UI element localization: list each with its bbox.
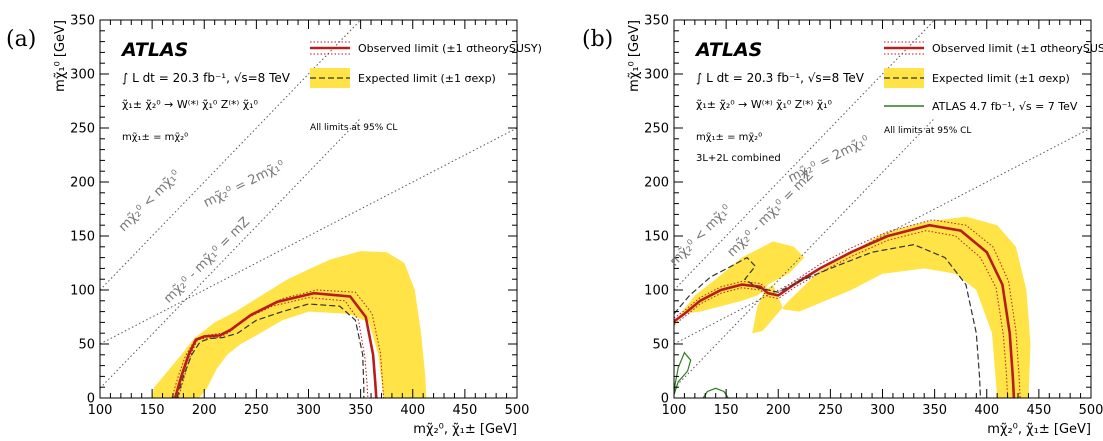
y-tick-label: 300 [70, 68, 95, 83]
x-tick-label: 150 [140, 403, 165, 418]
combination-label: 3L+2L combined [696, 153, 781, 164]
kinematic-label-1: mχ̃₂⁰ < mχ̃₁⁰ [116, 167, 183, 234]
chart-panel-b: 100 150 200 250 300 350 400 450 500 0 50 100 150 200 2… [582, 14, 1103, 438]
panel-label: (b) [582, 27, 613, 52]
y-tick-label: 100 [644, 284, 669, 299]
panel-label: (a) [6, 27, 36, 52]
y-tick-label: 250 [70, 122, 95, 137]
x-axis-label: mχ̃₂⁰, χ̃₁± [GeV] [987, 422, 1091, 437]
y-tick-label: 200 [70, 176, 95, 191]
legend-label: Expected limit (±1 σexp) [932, 72, 1070, 85]
y-tick-label: 350 [644, 14, 669, 29]
mass-condition-label: mχ̃₁± = mχ̃₂⁰ [696, 131, 762, 143]
x-tick-label: 500 [1079, 403, 1103, 418]
cl-note: All limits at 95% CL [310, 123, 397, 133]
y-axis-label: mχ̃₁⁰ [GeV] [53, 20, 68, 92]
y-tick-label: 0 [87, 392, 95, 407]
expected-band [152, 251, 427, 398]
kinematic-line-1 [100, 20, 361, 291]
y-tick-label: 300 [644, 68, 669, 83]
series-observed-dotted-3 [171, 297, 369, 398]
plot-area [100, 20, 517, 398]
kinematic-label-3: mχ̃₂⁰ = 2mχ̃₁⁰ [786, 133, 872, 186]
legend-label: ATLAS 4.7 fb⁻¹, √s = 7 TeV [932, 100, 1078, 113]
x-tick-label: 150 [714, 403, 739, 418]
x-tick-label: 400 [400, 403, 425, 418]
x-tick-label: 100 [88, 403, 113, 418]
legend-label: Expected limit (±1 σexp) [358, 72, 496, 85]
x-tick-label: 450 [452, 403, 477, 418]
luminosity-label: ∫ L dt = 20.3 fb⁻¹, √s=8 TeV [122, 71, 291, 85]
y-tick-label: 150 [70, 230, 95, 245]
x-tick-label: 250 [818, 403, 843, 418]
series-old-5 [674, 351, 692, 395]
y-tick-label: 100 [70, 284, 95, 299]
legend-entry-observed: Observed limit (±1 σtheorySUSY) [884, 41, 1103, 55]
series-expected-4 [674, 243, 982, 398]
process-label: χ̃₁± χ̃₂⁰ → W⁽*⁾ χ̃₁⁰ Z⁽*⁾ χ̃₁⁰ [122, 98, 259, 111]
legend-label: Observed limit (±1 σtheorySUSY) [358, 42, 542, 55]
expected-band [674, 216, 1031, 398]
x-tick-label: 300 [296, 403, 321, 418]
x-tick-label: 350 [922, 403, 947, 418]
x-tick-label: 250 [244, 403, 269, 418]
series-observed-dotted-2 [674, 219, 1021, 398]
series-observed-1 [674, 223, 1016, 398]
process-label: χ̃₁± χ̃₂⁰ → W⁽*⁾ χ̃₁⁰ Z⁽*⁾ χ̃₁⁰ [696, 98, 833, 111]
mass-condition-label: mχ̃₁± = mχ̃₂⁰ [122, 131, 188, 143]
kinematic-line-2 [674, 117, 935, 389]
series-observed-1 [173, 291, 378, 398]
legend-entry-expected: Expected limit (±1 σexp) [884, 68, 1070, 88]
legend-label: Observed limit (±1 σtheorySUSY) [932, 42, 1103, 55]
y-tick-label: 150 [644, 230, 669, 245]
y-tick-label: 50 [78, 338, 95, 353]
x-tick-label: 450 [1026, 403, 1051, 418]
luminosity-label: ∫ L dt = 20.3 fb⁻¹, √s=8 TeV [696, 71, 865, 85]
kinematic-label-2: mχ̃₂⁰ - mχ̃₁⁰ = mZ [161, 215, 253, 307]
y-tick-label: 350 [70, 14, 95, 29]
x-tick-label: 200 [766, 403, 791, 418]
y-tick-label: 0 [661, 392, 669, 407]
x-tick-label: 500 [505, 403, 530, 418]
series-old-6 [702, 387, 729, 398]
x-tick-label: 350 [348, 403, 373, 418]
y-axis-label: mχ̃₁⁰ [GeV] [627, 20, 642, 92]
kinematic-line-1 [674, 20, 935, 291]
atlas-title: ATLAS [694, 39, 762, 61]
kinematic-label-3: mχ̃₂⁰ = 2mχ̃₁⁰ [201, 158, 287, 211]
y-tick-label: 250 [644, 122, 669, 137]
atlas-title: ATLAS [120, 39, 188, 61]
x-tick-label: 400 [974, 403, 999, 418]
series-expected-4 [176, 303, 365, 398]
y-tick-label: 200 [644, 176, 669, 191]
plot-area [674, 20, 1091, 398]
legend-entry-old: ATLAS 4.7 fb⁻¹, √s = 7 TeV [884, 100, 1078, 113]
x-tick-label: 300 [870, 403, 895, 418]
x-axis-label: mχ̃₂⁰, χ̃₁± [GeV] [413, 422, 517, 437]
series-observed-dotted-3 [674, 230, 1009, 398]
x-tick-label: 100 [662, 403, 687, 418]
legend-entry-expected: Expected limit (±1 σexp) [310, 68, 496, 88]
legend-entry-observed: Observed limit (±1 σtheorySUSY) [310, 41, 542, 55]
x-tick-label: 200 [192, 403, 217, 418]
cl-note: All limits at 95% CL [884, 126, 971, 136]
chart-panel-a: 100 150 200 250 300 350 400 450 500 0 50 100 150 200 2… [6, 14, 542, 438]
y-tick-label: 50 [652, 338, 669, 353]
kinematic-line-2 [100, 117, 361, 389]
